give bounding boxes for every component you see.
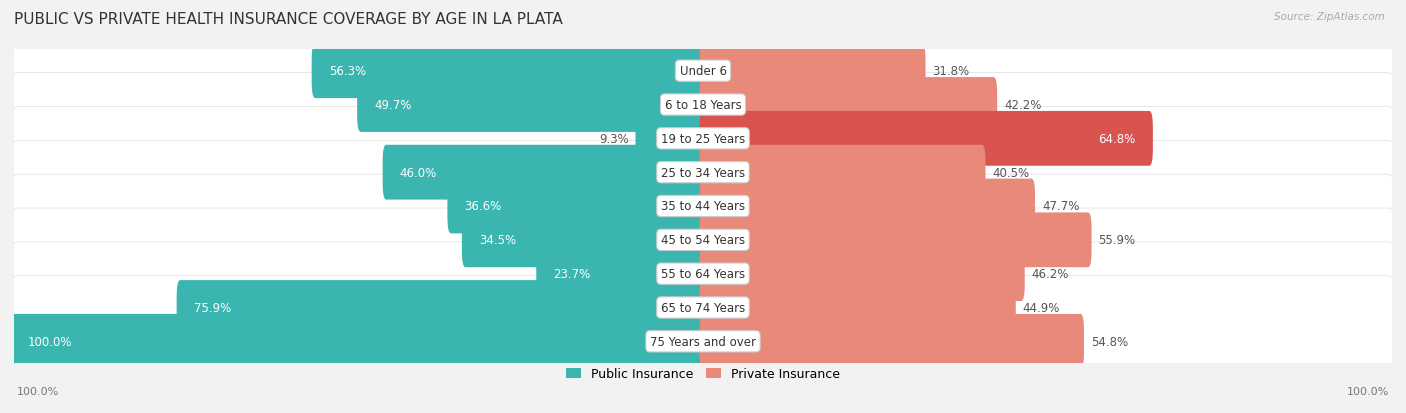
FancyBboxPatch shape bbox=[11, 314, 706, 369]
FancyBboxPatch shape bbox=[700, 78, 997, 133]
FancyBboxPatch shape bbox=[636, 112, 706, 166]
Text: 100.0%: 100.0% bbox=[17, 387, 59, 396]
FancyBboxPatch shape bbox=[382, 145, 706, 200]
Text: 75 Years and over: 75 Years and over bbox=[650, 335, 756, 348]
Text: 6 to 18 Years: 6 to 18 Years bbox=[665, 99, 741, 112]
FancyBboxPatch shape bbox=[7, 209, 1399, 339]
Text: 54.8%: 54.8% bbox=[1091, 335, 1128, 348]
FancyBboxPatch shape bbox=[700, 280, 1015, 335]
Text: 46.0%: 46.0% bbox=[399, 166, 437, 179]
Text: 34.5%: 34.5% bbox=[479, 234, 516, 247]
Text: 9.3%: 9.3% bbox=[599, 133, 628, 145]
FancyBboxPatch shape bbox=[700, 213, 1091, 268]
Text: 36.6%: 36.6% bbox=[464, 200, 502, 213]
FancyBboxPatch shape bbox=[700, 44, 925, 99]
FancyBboxPatch shape bbox=[7, 6, 1399, 137]
Text: Under 6: Under 6 bbox=[679, 65, 727, 78]
FancyBboxPatch shape bbox=[7, 107, 1399, 238]
FancyBboxPatch shape bbox=[536, 247, 706, 301]
FancyBboxPatch shape bbox=[357, 78, 706, 133]
Text: 55.9%: 55.9% bbox=[1098, 234, 1136, 247]
Text: 47.7%: 47.7% bbox=[1042, 200, 1080, 213]
Text: PUBLIC VS PRIVATE HEALTH INSURANCE COVERAGE BY AGE IN LA PLATA: PUBLIC VS PRIVATE HEALTH INSURANCE COVER… bbox=[14, 12, 562, 27]
Text: 40.5%: 40.5% bbox=[993, 166, 1029, 179]
Text: 49.7%: 49.7% bbox=[374, 99, 412, 112]
Text: 64.8%: 64.8% bbox=[1098, 133, 1136, 145]
Text: 56.3%: 56.3% bbox=[329, 65, 366, 78]
Text: 55 to 64 Years: 55 to 64 Years bbox=[661, 268, 745, 280]
Text: 23.7%: 23.7% bbox=[554, 268, 591, 280]
Text: 65 to 74 Years: 65 to 74 Years bbox=[661, 301, 745, 314]
Text: 45 to 54 Years: 45 to 54 Years bbox=[661, 234, 745, 247]
FancyBboxPatch shape bbox=[7, 242, 1399, 373]
FancyBboxPatch shape bbox=[7, 40, 1399, 171]
Text: 100.0%: 100.0% bbox=[1347, 387, 1389, 396]
FancyBboxPatch shape bbox=[7, 141, 1399, 272]
Text: 100.0%: 100.0% bbox=[28, 335, 72, 348]
FancyBboxPatch shape bbox=[700, 247, 1025, 301]
Text: 19 to 25 Years: 19 to 25 Years bbox=[661, 133, 745, 145]
Text: 46.2%: 46.2% bbox=[1032, 268, 1069, 280]
Text: 44.9%: 44.9% bbox=[1022, 301, 1060, 314]
FancyBboxPatch shape bbox=[7, 175, 1399, 306]
Text: 75.9%: 75.9% bbox=[194, 301, 231, 314]
Text: 25 to 34 Years: 25 to 34 Years bbox=[661, 166, 745, 179]
FancyBboxPatch shape bbox=[177, 280, 706, 335]
FancyBboxPatch shape bbox=[700, 112, 1153, 166]
FancyBboxPatch shape bbox=[700, 179, 1035, 234]
Legend: Public Insurance, Private Insurance: Public Insurance, Private Insurance bbox=[561, 363, 845, 385]
Text: 31.8%: 31.8% bbox=[932, 65, 970, 78]
FancyBboxPatch shape bbox=[700, 314, 1084, 369]
FancyBboxPatch shape bbox=[7, 276, 1399, 407]
FancyBboxPatch shape bbox=[7, 74, 1399, 204]
FancyBboxPatch shape bbox=[312, 44, 706, 99]
Text: 42.2%: 42.2% bbox=[1004, 99, 1042, 112]
FancyBboxPatch shape bbox=[463, 213, 706, 268]
Text: Source: ZipAtlas.com: Source: ZipAtlas.com bbox=[1274, 12, 1385, 22]
FancyBboxPatch shape bbox=[700, 145, 986, 200]
FancyBboxPatch shape bbox=[447, 179, 706, 234]
Text: 35 to 44 Years: 35 to 44 Years bbox=[661, 200, 745, 213]
